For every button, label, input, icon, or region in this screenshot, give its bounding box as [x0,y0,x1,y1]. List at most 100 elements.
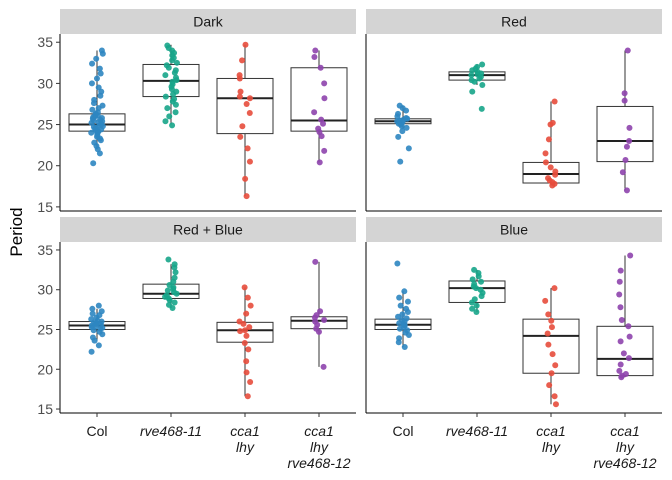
data-point [625,355,632,362]
data-point [399,128,406,135]
data-point [164,287,171,294]
data-point [90,160,97,167]
data-point [401,288,408,295]
data-point [239,57,246,64]
data-point [552,362,559,369]
y-tick-label: 30 [37,282,53,298]
data-point [164,42,171,49]
box-group [216,284,274,400]
x-tick-label: Col [86,423,107,439]
data-point [244,294,251,301]
data-point [321,80,328,87]
y-tick-label: 15 [37,199,53,215]
data-point [89,310,96,317]
data-point [552,168,559,175]
y-axis-label: Period [7,207,26,256]
panel-red: Red [365,9,662,212]
facet-strip [366,217,662,242]
data-point [316,159,323,166]
data-point [618,316,625,323]
data-point [243,358,250,365]
data-point [169,122,176,129]
data-point [552,401,559,408]
data-point [237,328,244,335]
data-point [171,96,178,103]
panel-dark: Dark 15 20 25 30 35 [37,9,356,215]
x-tick-label: rve468-12 [593,455,656,471]
data-point [395,110,402,117]
box-group [596,252,654,381]
y-tick-label: 20 [37,158,53,174]
data-point [173,59,180,66]
data-point [321,95,328,102]
data-point [471,296,478,303]
data-point [397,302,404,309]
data-point [246,95,253,102]
data-point [172,67,179,74]
facet-strip-label: Blue [500,222,528,238]
data-point [469,88,476,95]
data-point [95,84,102,91]
data-point [616,367,623,374]
data-point [239,123,246,130]
data-point [473,302,480,309]
data-point [401,343,408,350]
box-group [448,266,506,315]
facet-strip-label: Dark [193,14,224,30]
box-group [374,102,432,165]
box-group [68,47,126,167]
x-tick-label: lhy [616,439,635,455]
data-point [395,133,402,140]
data-point [88,316,95,323]
x-tick-label: cca1 [536,423,566,439]
data-point [236,93,243,100]
box-group [68,302,126,355]
data-point [95,302,102,309]
data-point [405,145,412,152]
data-point [625,323,632,330]
data-point [468,77,475,84]
data-point [247,378,254,385]
facet-strip-label: Red + Blue [173,222,243,238]
data-point [246,110,253,117]
y-tick-label: 30 [37,75,53,91]
data-point [91,139,98,146]
box [448,280,506,303]
data-point [320,363,327,370]
data-point [548,324,555,331]
x-tick-label: rve468-11 [446,423,508,439]
facet-strip [60,9,356,34]
data-point [317,64,324,71]
data-point [99,102,106,109]
data-point [548,370,555,377]
data-point [469,276,476,283]
data-point [479,61,486,68]
box-group [142,256,200,312]
data-point [621,97,628,104]
box-group [142,42,200,129]
data-point [545,136,552,143]
data-point [623,143,630,150]
data-point [97,70,104,77]
x-tick-label: lhy [542,439,561,455]
x-tick-label: cca1 [304,423,334,439]
data-point [624,47,631,54]
data-point [626,138,633,145]
data-point [395,313,402,320]
y-tick-label: 25 [37,117,53,133]
data-point [242,41,249,48]
data-point [474,63,481,70]
data-point [172,74,179,81]
facet-strip [60,217,356,242]
data-point [173,88,180,95]
data-point [396,102,403,109]
data-point [617,338,624,345]
box-group [290,47,348,166]
data-point [622,156,629,163]
data-point [545,175,552,182]
box-group [522,285,580,408]
box-group [596,47,654,194]
data-point [317,308,324,315]
